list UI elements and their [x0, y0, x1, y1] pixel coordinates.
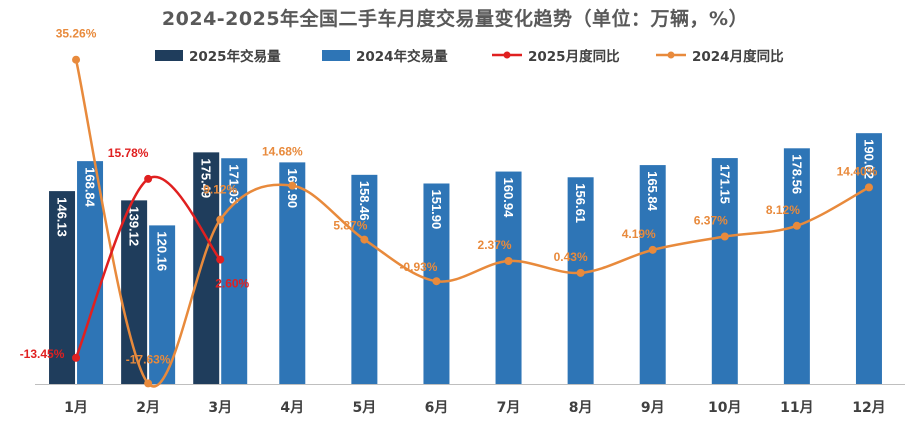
x-tick-label: 9月	[641, 400, 665, 416]
line-2024-yoy-point	[792, 221, 801, 230]
line-2024-yoy-label: 14.40%	[837, 164, 878, 178]
line-2025-yoy-label: 2.60%	[215, 277, 249, 291]
bar-2025-value-label: 175.49	[199, 158, 214, 198]
line-2024-yoy-label: 9.12%	[203, 183, 237, 197]
line-2024-yoy-label: -0.93%	[399, 260, 437, 274]
x-tick-label: 10月	[708, 400, 741, 416]
bar-2024-value-label: 160.94	[501, 178, 516, 219]
line-2024-yoy-label: 14.68%	[262, 145, 303, 159]
legend-swatch-2025-volume	[155, 49, 183, 61]
line-2025-yoy-point	[72, 353, 81, 362]
legend-label-2024-yoy: 2024月度同比	[692, 49, 784, 65]
line-2024-yoy-point	[576, 268, 585, 277]
x-tick-label: 7月	[497, 400, 521, 416]
bar-2024	[77, 161, 104, 384]
x-tick-label: 2月	[136, 400, 160, 416]
line-2025-yoy-label: -13.45%	[20, 347, 65, 361]
line-2024-yoy-label: 2.37%	[478, 238, 512, 252]
bar-2024	[855, 133, 882, 384]
legend-item-2024-yoy: 2024月度同比	[656, 44, 784, 66]
line-2024-yoy-label: 0.43%	[554, 250, 588, 264]
line-2024-yoy-label: 5.87%	[333, 219, 367, 233]
legend-line-2025-yoy	[492, 51, 522, 59]
bar-2024-value-label: 158.46	[357, 181, 372, 221]
bar-2024-value-label: 171.15	[717, 164, 732, 204]
x-tick-label: 1月	[64, 400, 88, 416]
bar-2024	[495, 171, 522, 384]
line-2024-yoy-point	[144, 379, 153, 388]
x-tick-label: 6月	[425, 400, 449, 416]
line-2025-yoy-point	[144, 174, 153, 183]
bar-2024	[639, 165, 666, 384]
line-2024-yoy-label: 6.37%	[694, 214, 728, 228]
bar-2025-value-label: 146.13	[55, 197, 70, 237]
line-2024-yoy-label: 35.26%	[56, 27, 97, 41]
bar-2025	[49, 191, 76, 384]
x-tick-label: 8月	[569, 400, 593, 416]
line-2025-yoy-point	[216, 255, 225, 264]
line-2024-yoy-point	[864, 183, 873, 192]
bar-2024-value-label: 151.90	[429, 189, 444, 229]
x-tick-label: 11月	[780, 400, 813, 416]
legend-swatch-2024-volume	[322, 49, 350, 61]
bar-2024-value-label: 165.84	[645, 171, 660, 212]
legend-item-2025-yoy: 2025月度同比	[492, 44, 620, 66]
line-2024-yoy-label: -17.63%	[126, 352, 171, 366]
line-2024-yoy-label: 4.19%	[622, 227, 656, 241]
bar-2024	[279, 162, 306, 384]
line-2024-yoy-point	[216, 215, 225, 224]
bar-2024	[351, 174, 378, 384]
bar-2024-value-label: 178.56	[789, 154, 804, 194]
chart-title: 2024-2025年全国二手车月度交易量变化趋势（单位：万辆，%）	[161, 8, 749, 30]
legend: 2025年交易量 2024年交易量 2025月度同比 2024月度同比	[0, 44, 910, 66]
legend-item-2024-volume: 2024年交易量	[322, 44, 448, 66]
bar-2024	[783, 148, 810, 384]
bar-2024-value-label: 156.61	[573, 183, 588, 223]
x-tick-label: 12月	[852, 400, 885, 416]
bar-2025-value-label: 139.12	[127, 206, 142, 246]
line-2024-yoy-point	[720, 232, 729, 241]
x-tick-label: 3月	[208, 400, 232, 416]
legend-item-2025-volume: 2025年交易量	[155, 44, 281, 66]
bar-2024	[567, 177, 594, 384]
line-2024-yoy-point	[648, 245, 657, 254]
line-2024-yoy-point	[288, 181, 297, 190]
line-2024-yoy-point	[432, 277, 441, 286]
line-2024-yoy-point	[72, 55, 81, 64]
line-2024-yoy-point	[504, 256, 513, 265]
legend-label-2025-yoy: 2025月度同比	[528, 49, 620, 65]
bar-2024-value-label: 168.84	[83, 167, 98, 208]
bar-2024	[149, 225, 176, 384]
bar-2024-value-label: 120.16	[155, 231, 170, 271]
legend-label-2024-volume: 2024年交易量	[356, 49, 448, 65]
line-2024-yoy-point	[360, 235, 369, 244]
bar-2024-value-label: 171.03	[227, 164, 242, 204]
legend-label-2025-volume: 2025年交易量	[189, 49, 281, 65]
x-tick-label: 4月	[280, 400, 304, 416]
bar-2024	[711, 158, 738, 384]
x-tick-label: 5月	[353, 400, 377, 416]
legend-line-2024-yoy	[656, 51, 686, 59]
line-2025-yoy-label: 15.78%	[108, 146, 149, 160]
bar-2025	[193, 152, 220, 384]
bar-2024-value-label: 190.02	[861, 139, 876, 179]
line-2024-yoy-label: 8.12%	[766, 203, 800, 217]
